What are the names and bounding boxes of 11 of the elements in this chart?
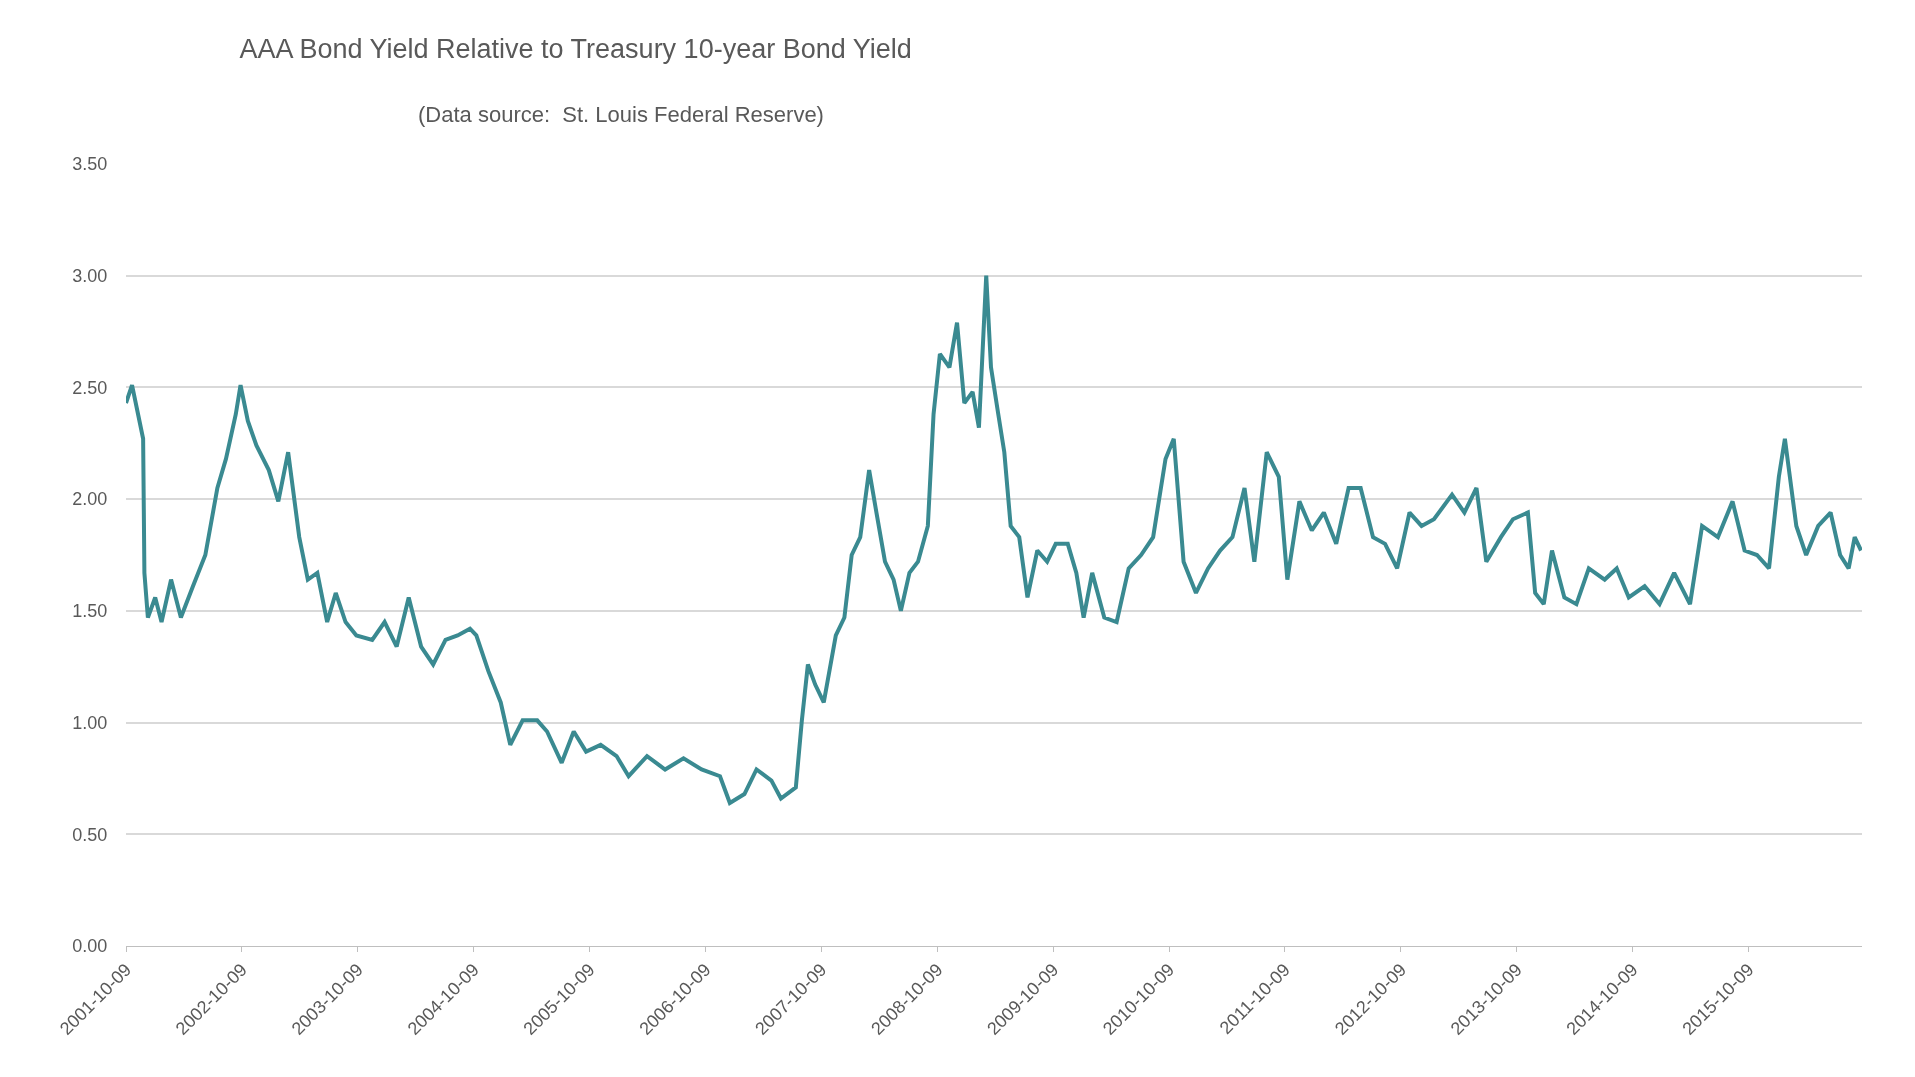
y-tick-label: 0.50 — [72, 824, 108, 845]
y-tick-label: 1.00 — [72, 712, 108, 733]
y-tick-label: 3.50 — [72, 154, 108, 175]
chart-subtitle: (Data source: St. Louis Federal Reserve) — [418, 102, 824, 127]
y-tick-label: 1.50 — [72, 601, 108, 622]
y-tick-label: 2.50 — [72, 377, 108, 398]
y-tick-label: 3.00 — [72, 266, 108, 287]
y-tick-label: 0.00 — [72, 936, 108, 957]
chart-title: AAA Bond Yield Relative to Treasury 10-year Bond Yield — [239, 33, 912, 64]
line-series — [126, 273, 1862, 806]
y-tick-label: 2.00 — [72, 489, 108, 510]
